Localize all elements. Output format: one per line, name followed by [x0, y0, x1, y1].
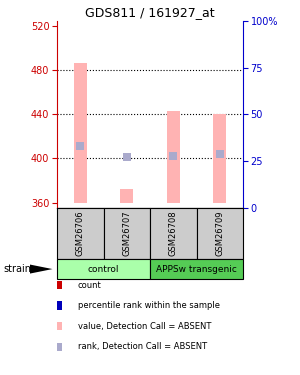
Text: GSM26708: GSM26708	[169, 211, 178, 256]
Text: APPSw transgenic: APPSw transgenic	[156, 265, 237, 274]
Point	[218, 151, 222, 157]
Bar	[213, 114, 226, 202]
Bar	[57, 208, 104, 259]
Text: rank, Detection Call = ABSENT: rank, Detection Call = ABSENT	[78, 342, 207, 351]
Bar	[74, 63, 87, 202]
Polygon shape	[30, 265, 52, 274]
Bar	[103, 208, 150, 259]
Bar	[196, 208, 243, 259]
Title: GDS811 / 161927_at: GDS811 / 161927_at	[85, 6, 215, 20]
Bar	[167, 111, 180, 202]
Bar	[150, 208, 196, 259]
Text: control: control	[88, 265, 119, 274]
Point	[171, 153, 176, 159]
Bar	[120, 189, 133, 202]
Text: GSM26707: GSM26707	[122, 211, 131, 256]
Bar	[150, 259, 243, 279]
Text: GSM26706: GSM26706	[76, 211, 85, 256]
Text: count: count	[78, 280, 102, 290]
Point	[78, 143, 83, 149]
Text: percentile rank within the sample: percentile rank within the sample	[78, 301, 220, 310]
Text: strain: strain	[3, 264, 31, 274]
Text: GSM26709: GSM26709	[215, 211, 224, 256]
Point	[124, 154, 129, 160]
Bar	[57, 259, 150, 279]
Text: value, Detection Call = ABSENT: value, Detection Call = ABSENT	[78, 322, 211, 331]
